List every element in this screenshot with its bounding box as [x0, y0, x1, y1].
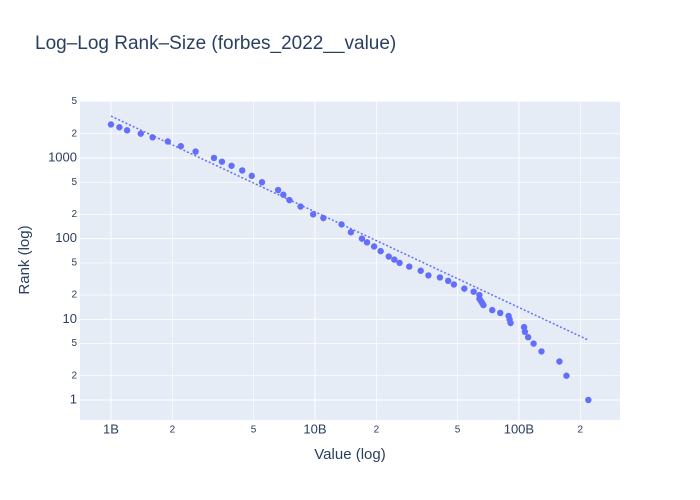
data-point — [489, 306, 496, 314]
y-tick-label: 1000 — [48, 149, 77, 164]
data-point — [218, 158, 226, 165]
data-point — [320, 214, 327, 222]
y-tick-label: 10 — [63, 311, 77, 326]
y-tick-label: 1 — [70, 391, 77, 406]
data-point — [210, 154, 218, 162]
data-point — [461, 285, 468, 292]
y-tick-label: 5 — [71, 96, 77, 107]
data-point — [177, 142, 185, 150]
chart-title: Log–Log Rank–Size (forbes_2022__value) — [35, 33, 396, 54]
x-tick-label: 2 — [374, 425, 380, 436]
data-point — [417, 267, 424, 274]
x-tick-label: 1B — [103, 421, 119, 436]
x-axis-label: Value (log) — [314, 446, 385, 463]
x-tick-label: 2 — [170, 425, 176, 436]
data-point — [406, 263, 413, 270]
x-tick-label: 2 — [578, 425, 584, 436]
data-point — [370, 243, 378, 250]
x-tick-label: 10B — [303, 421, 326, 436]
data-point — [347, 229, 355, 236]
data-point — [524, 334, 532, 341]
y-tick-label: 5 — [71, 177, 77, 188]
data-point — [258, 179, 266, 186]
data-point — [123, 127, 131, 134]
data-point — [520, 323, 528, 331]
data-point — [297, 203, 304, 210]
y-tick-label: 2 — [71, 128, 77, 139]
data-point — [538, 348, 545, 355]
y-tick-label: 5 — [71, 338, 77, 349]
data-point — [149, 134, 156, 141]
data-point — [505, 312, 512, 320]
x-tick-label: 100B — [504, 421, 534, 436]
data-point — [280, 191, 287, 198]
data-point — [358, 235, 366, 242]
data-point — [563, 372, 570, 379]
data-point — [391, 256, 398, 263]
marks — [107, 115, 592, 404]
data-point — [377, 247, 384, 255]
data-point — [363, 239, 371, 246]
data-point — [556, 358, 563, 365]
data-point — [436, 274, 444, 281]
data-point — [309, 211, 317, 218]
data-point — [497, 309, 504, 317]
data-point — [239, 167, 246, 174]
y-tick-label: 2 — [71, 370, 77, 381]
data-point — [530, 340, 537, 347]
data-point — [338, 221, 345, 228]
data-point — [470, 288, 477, 295]
data-point — [274, 186, 282, 194]
data-point — [228, 162, 235, 169]
y-tick-label: 2 — [71, 290, 77, 301]
data-point — [396, 259, 403, 267]
data-point — [137, 130, 144, 137]
y-tick-label: 100 — [55, 230, 77, 245]
data-point — [444, 277, 452, 285]
data-point — [248, 172, 255, 180]
y-axis-label: Rank (log) — [16, 225, 33, 294]
data-point — [192, 148, 199, 155]
y-tick-label: 5 — [71, 258, 77, 269]
data-point — [107, 121, 115, 128]
data-point — [425, 272, 432, 279]
data-point — [450, 281, 458, 288]
x-tick-label: 5 — [251, 425, 257, 436]
grid — [80, 101, 620, 420]
data-point — [116, 124, 123, 131]
data-point — [476, 291, 483, 299]
x-tick-label: 5 — [455, 425, 461, 436]
data-point — [585, 396, 592, 404]
plot-area — [80, 101, 620, 420]
y-tick-label: 2 — [71, 209, 77, 220]
data-point — [385, 253, 392, 260]
